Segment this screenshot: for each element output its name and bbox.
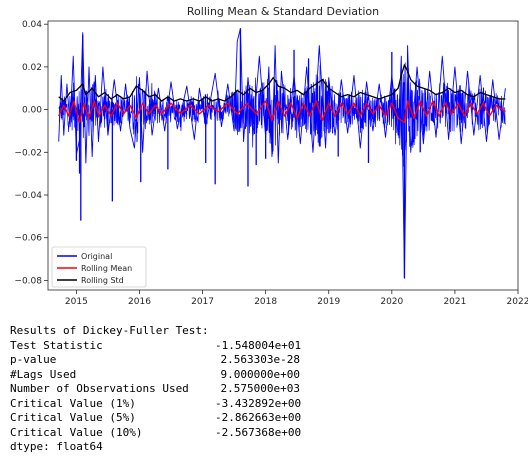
legend: Original Rolling Mean Rolling Std [51,246,147,288]
y-tick-label: 0.04 [22,20,42,30]
stat-row-test-statistic: Test Statistic -1.548004e+01 [10,338,302,354]
series-original [58,28,506,279]
stat-value: -2.567368e+00 [215,425,302,439]
stat-row-critical-10: Critical Value (10%) -2.567368e+00 [10,425,302,441]
stat-row-critical-5: Critical Value (5%) -2.862663e+00 [10,411,302,426]
output-dtype: dtype: float64 [10,440,103,453]
stat-row-lags-used: #Lags Used 9.000000e+00 [10,368,300,383]
x-tick-label: 2022 [507,297,528,307]
stat-row-critical-1: Critical Value (1%) -3.432892e+00 [10,396,302,412]
x-axis: 2015 2016 2017 2018 2019 2020 2021 2022 [65,290,528,307]
legend-label-rolling-mean: Rolling Mean [81,264,132,273]
series-original-noise [58,62,506,172]
x-tick-label: 2020 [380,297,403,307]
x-tick-label: 2018 [254,297,277,307]
stat-value: -3.432892e+00 [215,396,302,410]
x-tick-label: 2017 [191,297,214,307]
legend-box [51,246,147,288]
stat-name: #Lags Used [10,367,77,381]
stat-name: Test Statistic [10,338,103,352]
x-tick-label: 2019 [317,297,340,307]
legend-label-rolling-std: Rolling Std [81,276,124,285]
x-tick-label: 2015 [65,297,88,307]
stat-value: 9.000000e+00 [220,367,300,381]
stat-name: Number of Observations Used [10,382,189,395]
stat-value: -1.548004e+01 [215,338,302,352]
stat-value: 2.575000e+03 [220,382,300,395]
stat-name: Critical Value (10%) [10,425,143,439]
series-rolling-std [58,64,506,102]
stat-row-observations-used: Number of Observations Used 2.575000e+03 [10,382,300,397]
legend-label-original: Original [81,252,112,261]
y-axis: 0.04 0.02 0.00 −0.02 −0.04 −0.06 −0.08 [14,20,48,286]
y-tick-label: −0.08 [14,276,42,286]
x-tick-label: 2021 [443,297,466,307]
y-tick-label: −0.06 [14,234,42,244]
plot-area: 2015 2016 2017 2018 2019 2020 2021 2022 0.040.0… [14,20,528,307]
stat-name: Critical Value (1%) [10,396,136,410]
stat-row-p-value: p-value 2.563303e-28 [10,353,300,368]
x-tick-label: 2016 [128,297,151,307]
series-layer [58,28,506,279]
chart-title: Rolling Mean & Standard Deviation [187,5,379,18]
series-rolling-mean [58,100,506,124]
dickey-fuller-output: Results of Dickey-Fuller Test: Test Stat… [10,324,302,455]
stat-name: Critical Value (5%) [10,411,136,424]
y-tick-label: −0.02 [14,148,42,158]
y-tick-label: −0.04 [14,191,42,201]
plot-frame [47,20,519,291]
output-header: Results of Dickey-Fuller Test: [10,324,209,337]
y-tick-label: 0.00 [22,106,42,116]
stat-value: 2.563303e-28 [220,353,300,366]
y-tick-label: 0.02 [22,63,42,73]
stat-value: -2.862663e+00 [215,411,302,424]
rolling-stats-chart: Rolling Mean & Standard Deviation 2015 20… [14,5,528,307]
stat-name: p-value [10,353,57,366]
